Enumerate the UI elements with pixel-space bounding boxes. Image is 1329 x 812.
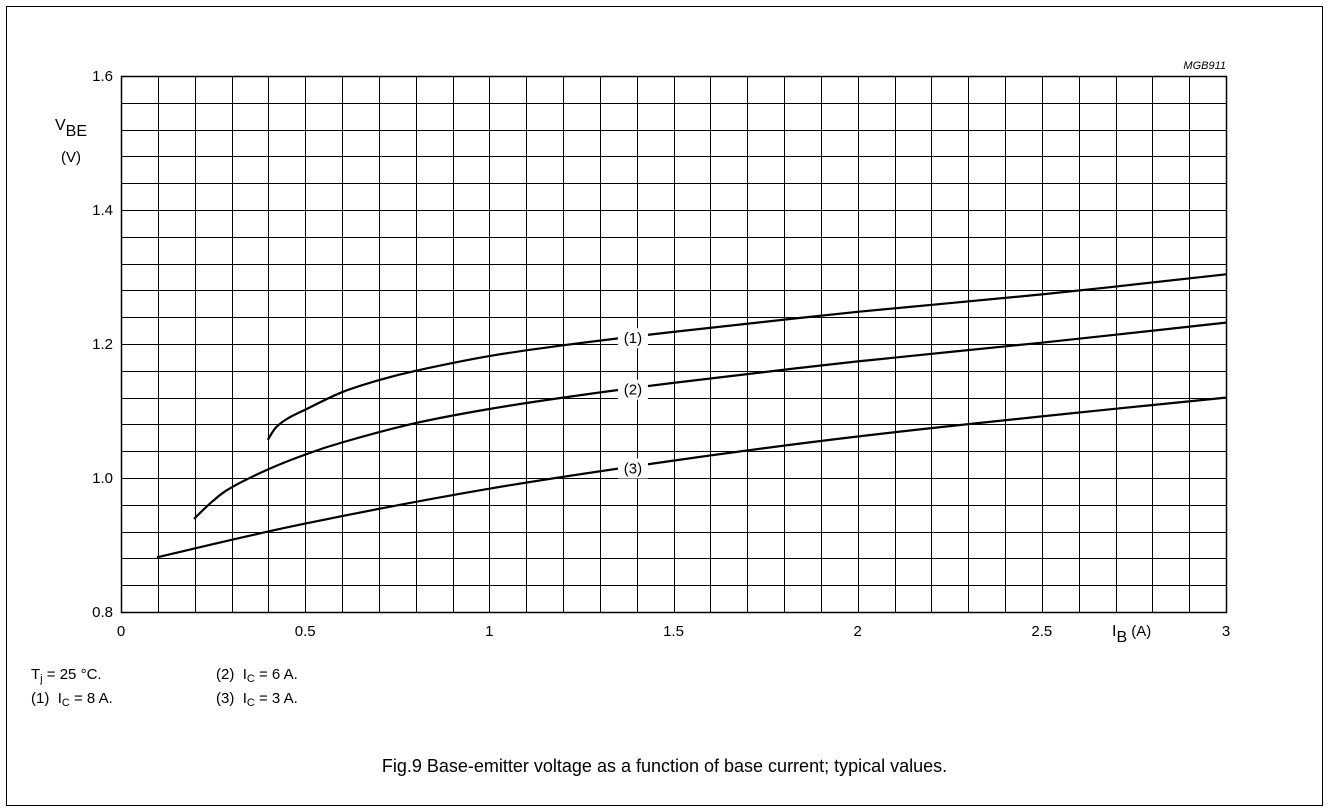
y-tick-label: 1.6 [92,68,113,85]
y-axis-unit: (V) [61,149,81,166]
series-label-3: (3) [624,460,642,477]
x-tick-label: 0 [117,623,125,640]
series-label-bg [617,379,648,400]
y-tick-label: 0.8 [92,604,113,621]
note-tj: Tj = 25 °C. [31,666,102,685]
y-tick-label: 1.0 [92,470,113,487]
series-line-1 [267,273,1228,441]
grid [121,76,1227,613]
series-label-2: (2) [624,382,642,399]
series-line-2 [193,321,1228,520]
y-tick-label: 1.4 [92,202,113,219]
y-tick-label: 1.2 [92,336,113,353]
figure-caption: Fig.9 Base-emitter voltage as a function… [381,756,948,776]
x-tick-label: 2.5 [1031,623,1052,640]
x-tick-label: 1 [485,623,493,640]
note-series-1: (1) IC = 8 A. [31,690,113,709]
y-axis-label: VBE [55,117,87,140]
figure-id: MGB911 [1183,60,1226,72]
chart: 0.8 1.0 1.2 1.4 1.6 0 0.5 1 1.5 2 2.5 3 VBE (V) IB (A)… [55,60,1230,646]
series-label-1: (1) [624,330,642,347]
x-tick-label: 1.5 [663,623,684,640]
note-series-2: (2) IC = 6 A. [216,666,298,685]
x-tick-label: 3 [1222,623,1230,640]
plot-border [120,75,1228,614]
series-line-3 [156,396,1228,559]
series-label-bg [617,458,648,479]
x-tick-label: 2 [853,623,861,640]
series-label-bg [617,328,648,349]
note-series-3: (3) IC = 3 A. [216,690,298,709]
x-axis-label: IB (A) [1112,623,1151,646]
figure-frame [6,6,1323,806]
x-tick-label: 0.5 [295,623,316,640]
